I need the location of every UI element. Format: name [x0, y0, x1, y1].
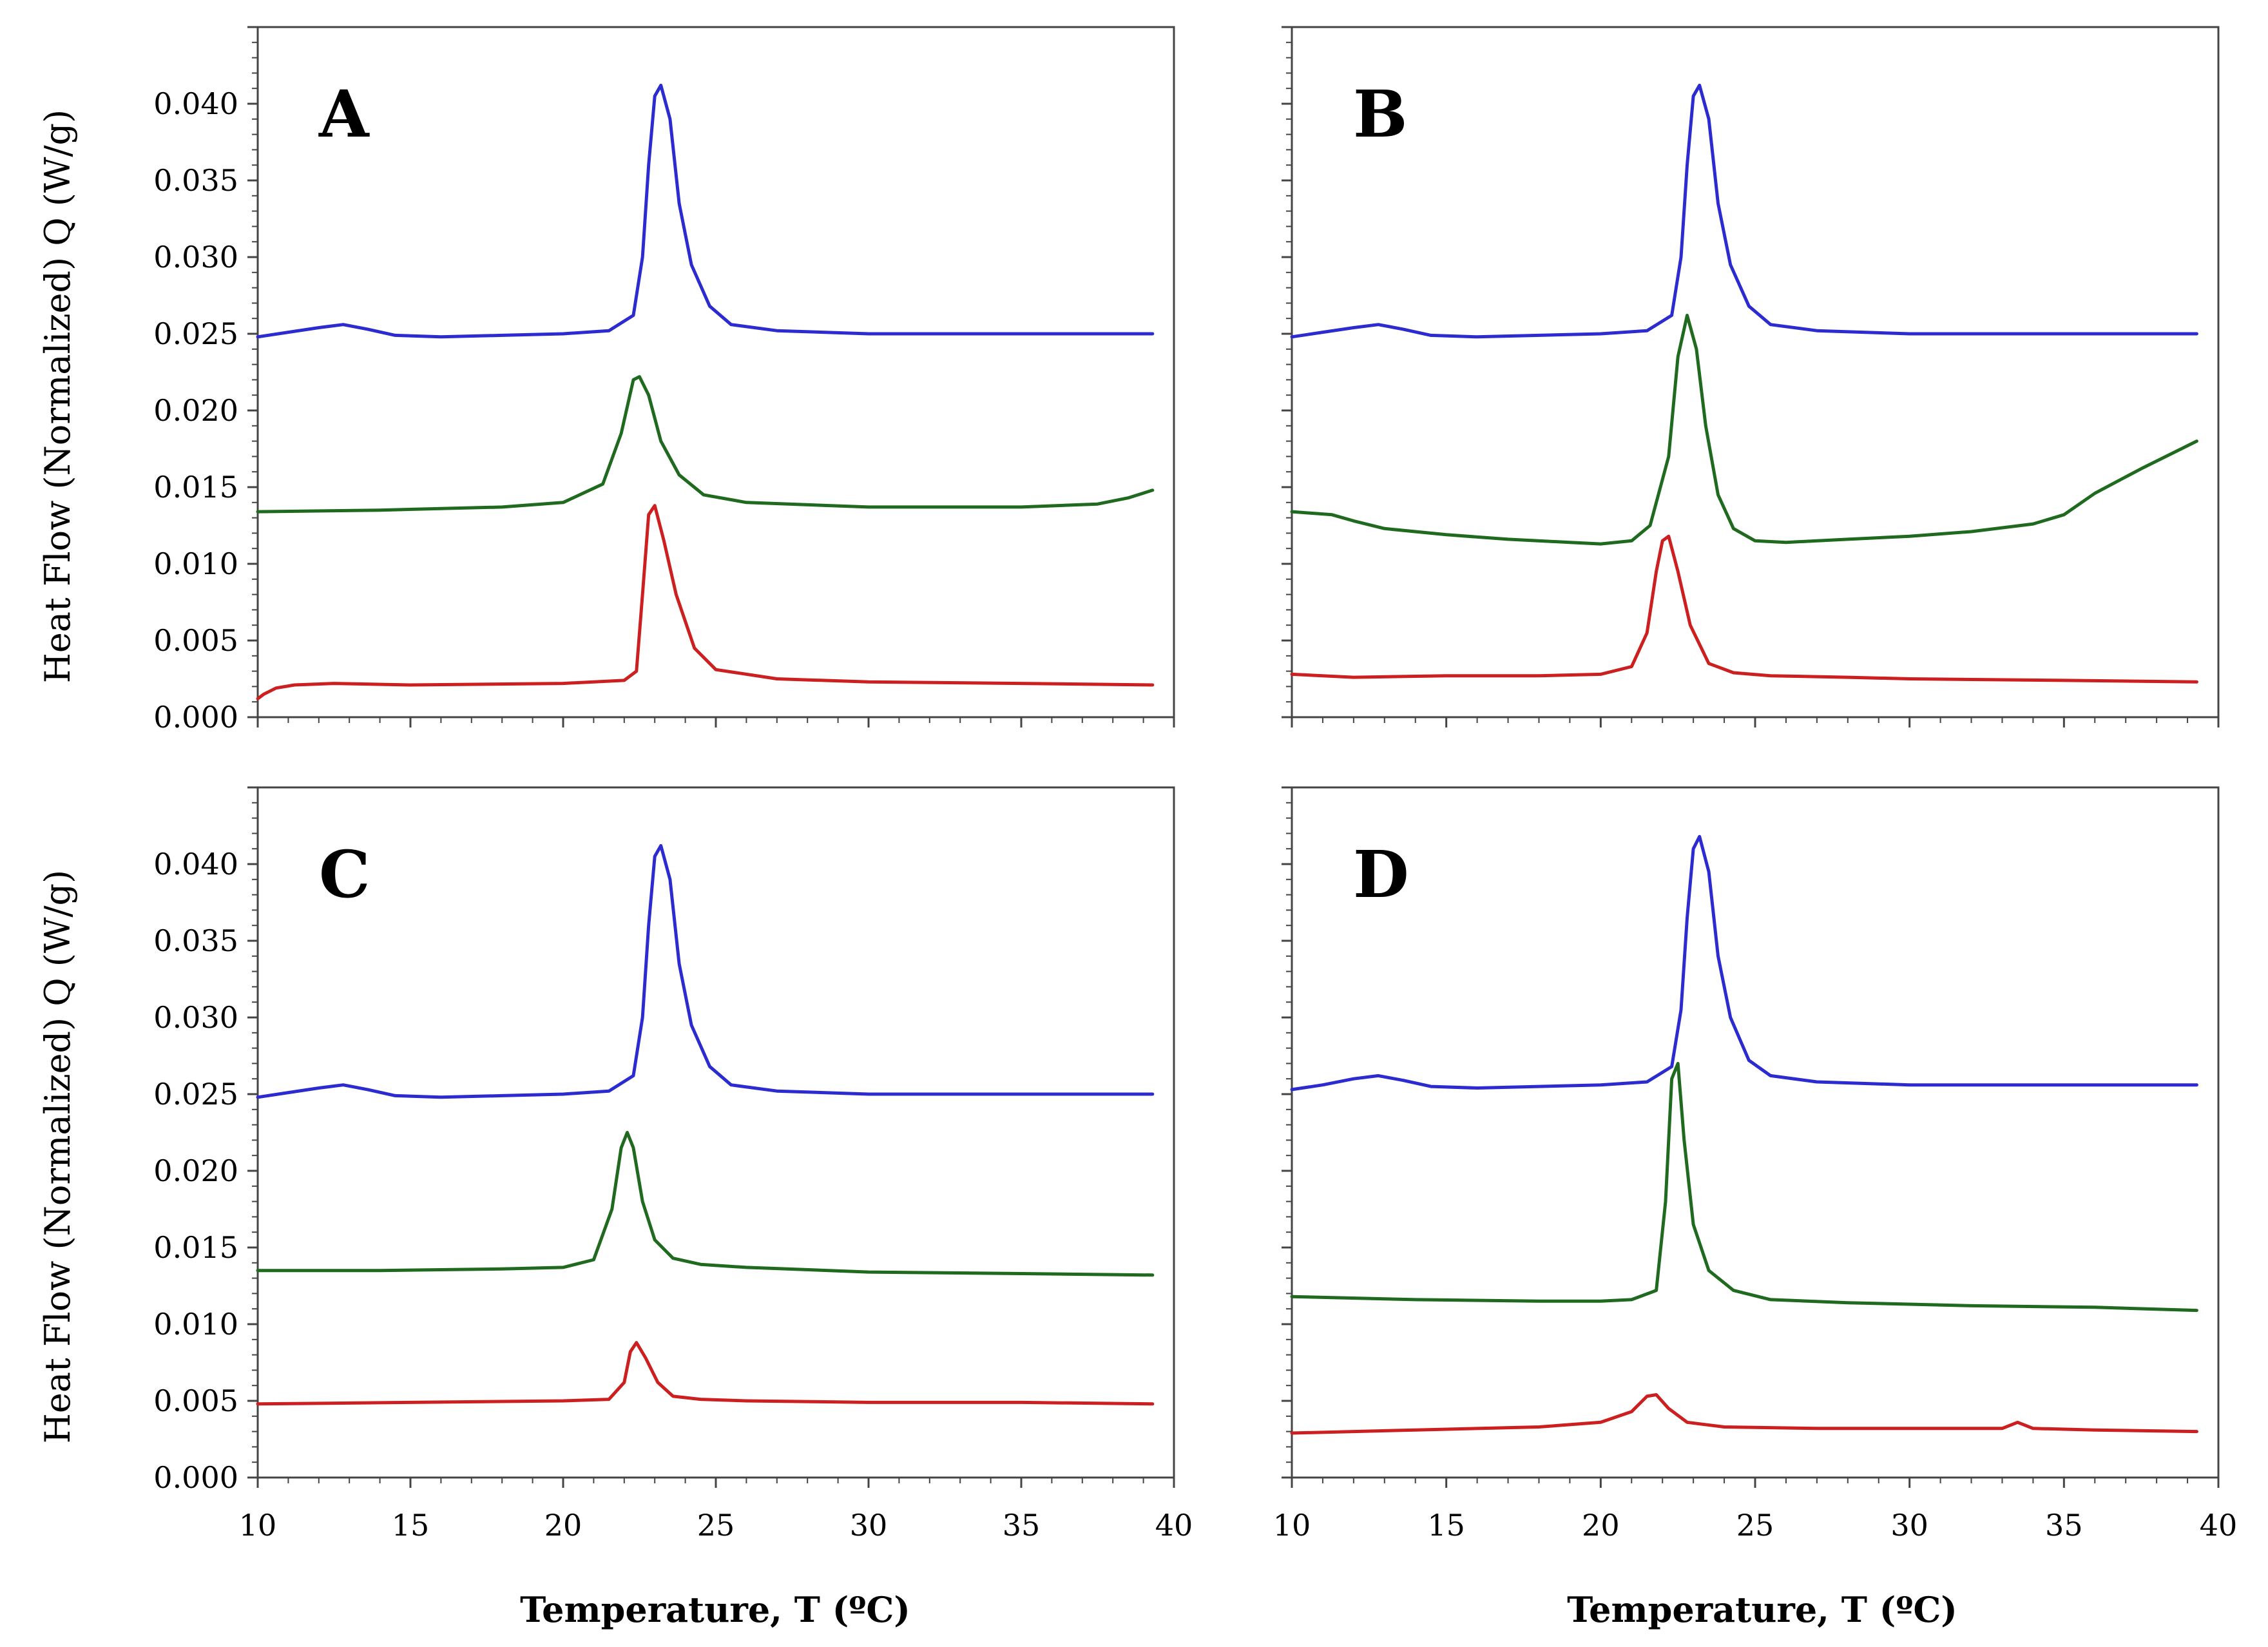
y-tick-label: 0.000	[153, 1460, 238, 1495]
y-tick-label: 0.005	[153, 623, 238, 658]
x-tick-label: 15	[1427, 1508, 1465, 1543]
series-blue-line	[256, 83, 1155, 339]
y-tick-label: 0.010	[153, 1307, 238, 1342]
y-tick-label: 0.015	[153, 470, 238, 505]
panel-c: 0.000 0.005 0.010 0.015 0.020 0.025 0.030 0.035…	[153, 786, 1193, 1543]
panel-letter: A	[318, 76, 370, 152]
y-tick-label: 0.015	[153, 1230, 238, 1265]
y-tick-label: 0.005	[153, 1383, 238, 1418]
y-tick-label: 0.030	[153, 240, 238, 274]
series-green-line	[1290, 313, 2198, 546]
panel-a: 0.000 0.005 0.010 0.015 0.020 0.025 0.030 0.035…	[153, 26, 1175, 735]
series-red-line	[256, 1341, 1155, 1406]
x-tick-label: 15	[392, 1508, 430, 1543]
x-tick-label: 25	[1736, 1508, 1774, 1543]
x-tick-label: 25	[697, 1508, 735, 1543]
series-green-line	[256, 1131, 1155, 1277]
y-tick-label: 0.025	[153, 316, 238, 351]
panel-b: B	[1282, 26, 2220, 727]
x-tick-label: 20	[544, 1508, 582, 1543]
panel-d: 10 15 20 25 30 35 40 D	[1273, 786, 2238, 1543]
y-axis-title-top: Heat Flow (Normalized) Q (W/g)	[37, 110, 78, 683]
y-tick-label: 0.020	[153, 1153, 238, 1188]
x-tick-label: 35	[1003, 1508, 1041, 1543]
series-red-line	[1290, 534, 2198, 684]
x-tick-label: 30	[850, 1508, 888, 1543]
series-red-line	[256, 504, 1155, 700]
x-axis-title-left: Temperature, T (ºC)	[520, 1589, 910, 1630]
x-tick-label: 30	[1890, 1508, 1928, 1543]
y-tick-label: 0.000	[153, 700, 238, 735]
y-tick-label: 0.040	[153, 86, 238, 121]
panel-letter: B	[1353, 76, 1408, 152]
y-tick-label: 0.025	[153, 1077, 238, 1112]
x-tick-label: 10	[239, 1508, 277, 1543]
plot-frame	[1291, 26, 2220, 718]
series-red-line	[1290, 1393, 2198, 1435]
x-axis-title-right: Temperature, T (ºC)	[1567, 1589, 1957, 1630]
y-tick-label: 0.035	[153, 923, 238, 958]
plot-frame	[256, 786, 1175, 1479]
series-blue-line	[1290, 834, 2198, 1092]
panel-letter: C	[319, 836, 370, 912]
y-tick-label: 0.010	[153, 546, 238, 581]
y-tick-label: 0.030	[153, 1000, 238, 1035]
series-green-line	[256, 375, 1155, 514]
y-axis-title-bottom: Heat Flow (Normalized) Q (W/g)	[37, 870, 78, 1443]
series-blue-line	[1290, 83, 2198, 339]
series-blue-line	[256, 843, 1155, 1099]
y-tick-label: 0.040	[153, 847, 238, 881]
plot-frame	[1291, 786, 2220, 1479]
series-green-line	[1290, 1061, 2198, 1313]
panel-letter: D	[1353, 836, 1409, 912]
x-tick-label: 40	[2200, 1508, 2238, 1543]
y-tick-label: 0.020	[153, 393, 238, 428]
y-tick-label: 0.035	[153, 163, 238, 198]
x-tick-label: 40	[1155, 1508, 1193, 1543]
plot-frame	[256, 26, 1175, 718]
x-tick-label: 35	[2045, 1508, 2083, 1543]
x-tick-label: 10	[1273, 1508, 1311, 1543]
x-tick-label: 20	[1582, 1508, 1620, 1543]
